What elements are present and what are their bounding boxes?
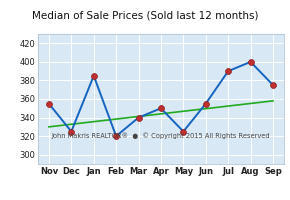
Point bbox=[136, 116, 141, 119]
Point bbox=[69, 130, 74, 133]
Point bbox=[47, 102, 51, 105]
Point bbox=[181, 130, 186, 133]
Point bbox=[114, 135, 118, 138]
Text: Median of Sale Prices (Sold last 12 months): Median of Sale Prices (Sold last 12 mont… bbox=[32, 10, 258, 20]
Point bbox=[159, 107, 163, 110]
Point bbox=[204, 102, 208, 105]
Point bbox=[91, 74, 96, 77]
Point bbox=[226, 70, 231, 73]
Point bbox=[271, 83, 275, 87]
Text: John Makris REALTOR®  ●  © Copyright 2015 All Rights Reserved: John Makris REALTOR® ● © Copyright 2015 … bbox=[52, 132, 270, 139]
Point bbox=[248, 60, 253, 63]
